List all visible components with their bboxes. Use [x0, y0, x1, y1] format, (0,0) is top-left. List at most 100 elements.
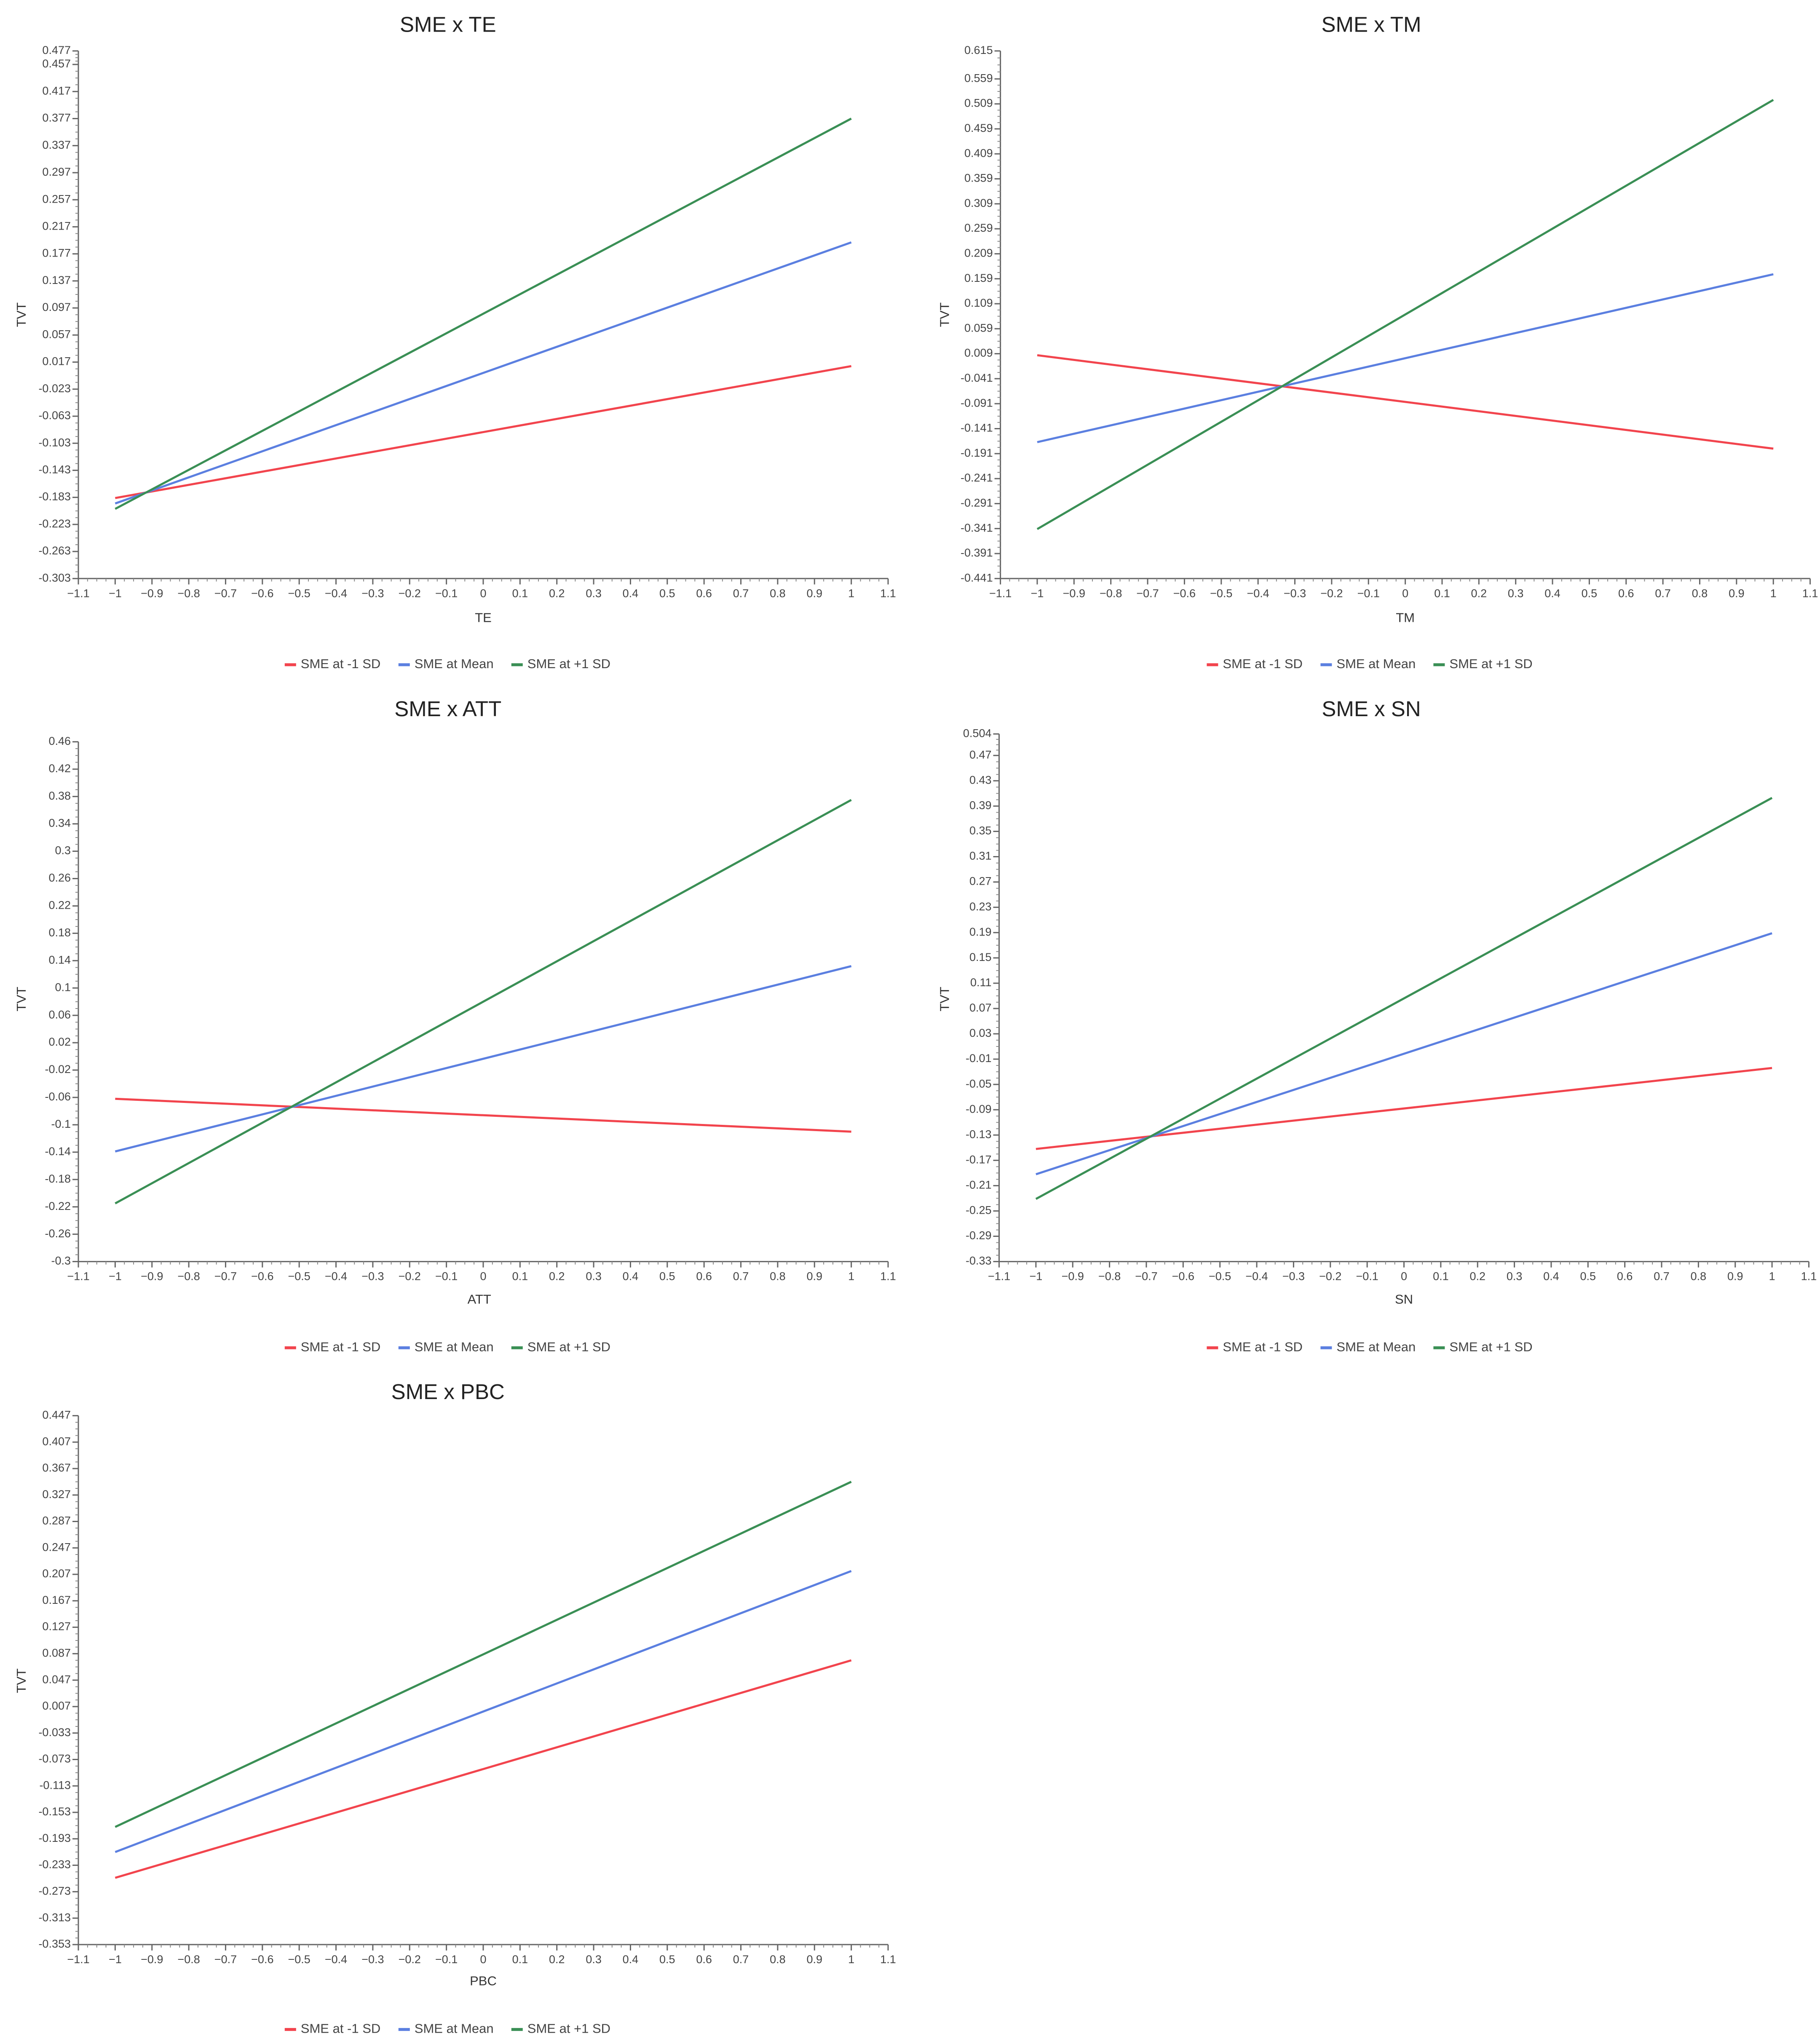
y-tick-label: 0.409 [964, 147, 993, 159]
x-tick-label: −0.9 [1062, 1270, 1084, 1283]
x-tick-label: 0.8 [770, 1953, 786, 1966]
x-tick-label: 0.8 [770, 587, 786, 599]
legend-label: SME at -1 SD [301, 2021, 381, 2036]
y-tick-label: 0.447 [42, 1409, 71, 1421]
x-tick-label: −0.1 [435, 1270, 458, 1283]
x-tick-label: 0.4 [1543, 1270, 1559, 1283]
y-tick-label: 0.14 [48, 953, 71, 966]
x-tick-label: 0.4 [623, 1953, 639, 1966]
x-tick-label: 0.7 [733, 587, 749, 599]
x-tick-label: 0.3 [1508, 587, 1524, 599]
y-tick-label: 0.06 [48, 1008, 71, 1021]
x-tick-label: −0.5 [288, 1270, 310, 1283]
x-tick-label: 0.6 [696, 1953, 712, 1966]
x-axis-label: ATT [468, 1292, 491, 1307]
chart-title: SME x ATT [394, 697, 501, 721]
x-tick-label: 0 [1401, 1270, 1407, 1283]
y-tick-label: 0.477 [42, 44, 71, 56]
x-tick-label: 1 [1770, 587, 1777, 599]
y-tick-label: 0.207 [42, 1567, 71, 1580]
x-tick-label: −0.5 [288, 587, 310, 599]
y-tick-label: -0.22 [45, 1200, 71, 1212]
y-tick-label: -0.05 [966, 1077, 992, 1090]
x-tick-label: −0.6 [1172, 1270, 1194, 1283]
y-tick-label: 0.257 [42, 193, 71, 205]
x-tick-label: −0.2 [399, 1270, 421, 1283]
x-tick-label: 0 [480, 1953, 486, 1966]
y-tick-label: 0.159 [964, 272, 993, 284]
y-tick-label: 0.137 [42, 274, 71, 286]
x-tick-label: −0.5 [1210, 587, 1232, 599]
x-tick-label: −0.3 [361, 1953, 384, 1966]
y-tick-label: -0.3 [51, 1255, 71, 1267]
x-tick-label: −0.7 [214, 1270, 237, 1283]
y-tick-label: 0.057 [42, 328, 71, 340]
y-tick-label: 0.359 [964, 172, 993, 185]
x-tick-label: 0.2 [549, 1953, 565, 1966]
x-tick-label: 0 [480, 587, 486, 599]
chart-title: SME x TE [400, 12, 496, 36]
y-tick-label: -0.041 [961, 372, 993, 384]
x-tick-label: 0.9 [806, 1270, 822, 1283]
x-tick-label: 0.8 [770, 1270, 786, 1283]
y-tick-label: 0.39 [969, 799, 992, 812]
x-tick-label: −0.7 [214, 1953, 237, 1966]
y-tick-label: 0.297 [42, 166, 71, 178]
series-line-1 [115, 1659, 852, 1879]
chart-title: SME x PBC [391, 1380, 505, 1404]
legend: SME at -1 SD SME at Mean SME at +1 SD [1207, 656, 1533, 671]
x-tick-label: −0.3 [361, 587, 384, 599]
y-tick-label: 0.259 [964, 222, 993, 234]
y-tick-label: -0.29 [966, 1229, 992, 1242]
x-tick-label: 0.5 [659, 1953, 675, 1966]
y-tick-label: 0.47 [969, 748, 992, 761]
y-tick-label: -0.02 [45, 1063, 71, 1076]
chart-panel-3: SME x ATT 0.46 0.42 0.38 0.34 0.3 0.26 0.22 0.18… [14, 697, 896, 1354]
x-tick-label: −0.3 [1284, 587, 1306, 599]
legend-label: SME at +1 SD [1449, 1339, 1532, 1354]
y-tick-label: -0.313 [38, 1911, 71, 1924]
y-tick-label: 0.367 [42, 1461, 71, 1474]
chart-panel-5: SME x PBC 0.447 0.407 0.367 0.327 0.287 0.247 0… [14, 1380, 896, 2036]
y-tick-label: -0.303 [38, 571, 71, 584]
y-axis-label: TVT [14, 302, 29, 327]
x-tick-label: −0.6 [251, 1270, 273, 1283]
x-tick-label: 0.2 [549, 1270, 565, 1283]
x-tick-label: 0.5 [659, 587, 675, 599]
y-tick-label: 0.27 [969, 875, 992, 888]
y-tick-label: -0.143 [38, 463, 71, 476]
series-line-3 [115, 799, 852, 1204]
x-tick-label: 0.6 [1618, 587, 1634, 599]
legend-label: SME at +1 SD [527, 2021, 610, 2036]
x-tick-label: −0.2 [399, 1953, 421, 1966]
series-line-1 [115, 365, 852, 499]
series-line-2 [1036, 932, 1772, 1175]
x-tick-label: 1 [848, 587, 854, 599]
x-tick-label: 0.7 [733, 1953, 749, 1966]
x-tick-label: −0.4 [325, 1953, 347, 1966]
x-axis-label: TE [475, 610, 492, 625]
y-tick-label: 0.22 [48, 899, 71, 912]
legend-label: SME at +1 SD [527, 1339, 610, 1354]
series-line-3 [1035, 797, 1773, 1200]
series-line-1 [1036, 1067, 1772, 1150]
series-line-3 [115, 1481, 852, 1828]
y-tick-label: 0.007 [42, 1699, 71, 1712]
x-tick-label: −0.7 [1135, 1270, 1157, 1283]
y-tick-label: 0.047 [42, 1673, 71, 1686]
x-tick-label: 0.9 [1729, 587, 1745, 599]
x-tick-label: −0.1 [435, 587, 458, 599]
x-tick-label: −0.9 [141, 1270, 163, 1283]
y-axis-label: TVT [937, 302, 952, 327]
y-tick-label: -0.01 [966, 1052, 992, 1065]
y-tick-label: 0.509 [964, 97, 993, 110]
x-tick-label: 0.9 [806, 587, 822, 599]
x-tick-label: 0.2 [1469, 1270, 1485, 1283]
y-tick-label: 0.209 [964, 247, 993, 260]
legend-label: SME at Mean [1336, 656, 1416, 671]
y-tick-label: -0.291 [961, 497, 993, 509]
x-tick-label: −1.1 [67, 1270, 89, 1283]
legend: SME at -1 SD SME at Mean SME at +1 SD [284, 656, 610, 671]
y-tick-label: 0.3 [55, 844, 71, 857]
y-tick-label: 0.35 [969, 824, 992, 837]
